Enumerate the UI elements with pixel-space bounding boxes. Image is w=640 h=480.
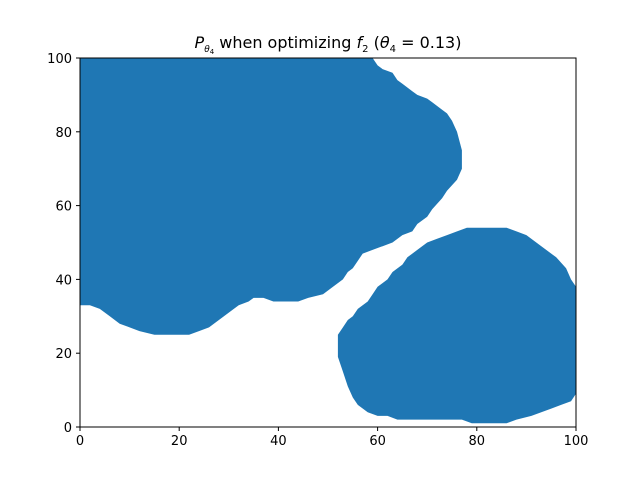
x-axis-ticks: 0 20 40 60 80 100 bbox=[76, 427, 589, 449]
y-tick-label: 80 bbox=[55, 126, 72, 141]
title-middle: when optimizing bbox=[214, 33, 356, 52]
filled-regions bbox=[80, 58, 576, 424]
title-paren-open: ( bbox=[369, 33, 380, 52]
chart-title: Pθ4 when optimizing f2 (θ4 = 0.13) bbox=[195, 33, 462, 56]
title-f: f bbox=[356, 33, 364, 52]
y-axis-ticks: 0 20 40 60 80 100 bbox=[47, 52, 80, 436]
y-tick-label: 100 bbox=[47, 52, 72, 67]
title-theta-sub: 4 bbox=[390, 44, 396, 55]
x-tick-label: 40 bbox=[270, 434, 287, 449]
x-tick-label: 100 bbox=[564, 434, 589, 449]
title-f-sub: 2 bbox=[362, 44, 368, 55]
x-tick-label: 80 bbox=[469, 434, 486, 449]
y-tick-label: 20 bbox=[55, 347, 72, 362]
upper-left-region bbox=[80, 58, 462, 335]
x-tick-label: 60 bbox=[369, 434, 386, 449]
title-p-sub: θ bbox=[204, 45, 210, 55]
y-tick-label: 0 bbox=[64, 421, 72, 436]
lower-right-region bbox=[337, 227, 576, 424]
plot-frame bbox=[79, 57, 577, 428]
title-p: P bbox=[195, 33, 205, 52]
x-tick-label: 0 bbox=[76, 434, 84, 449]
title-p-sub-sub: 4 bbox=[210, 48, 215, 56]
title-theta: θ bbox=[380, 33, 390, 52]
y-tick-label: 40 bbox=[55, 273, 72, 288]
x-tick-label: 20 bbox=[171, 434, 188, 449]
title-equals-value: = 0.13) bbox=[396, 33, 461, 52]
y-tick-label: 60 bbox=[55, 200, 72, 215]
